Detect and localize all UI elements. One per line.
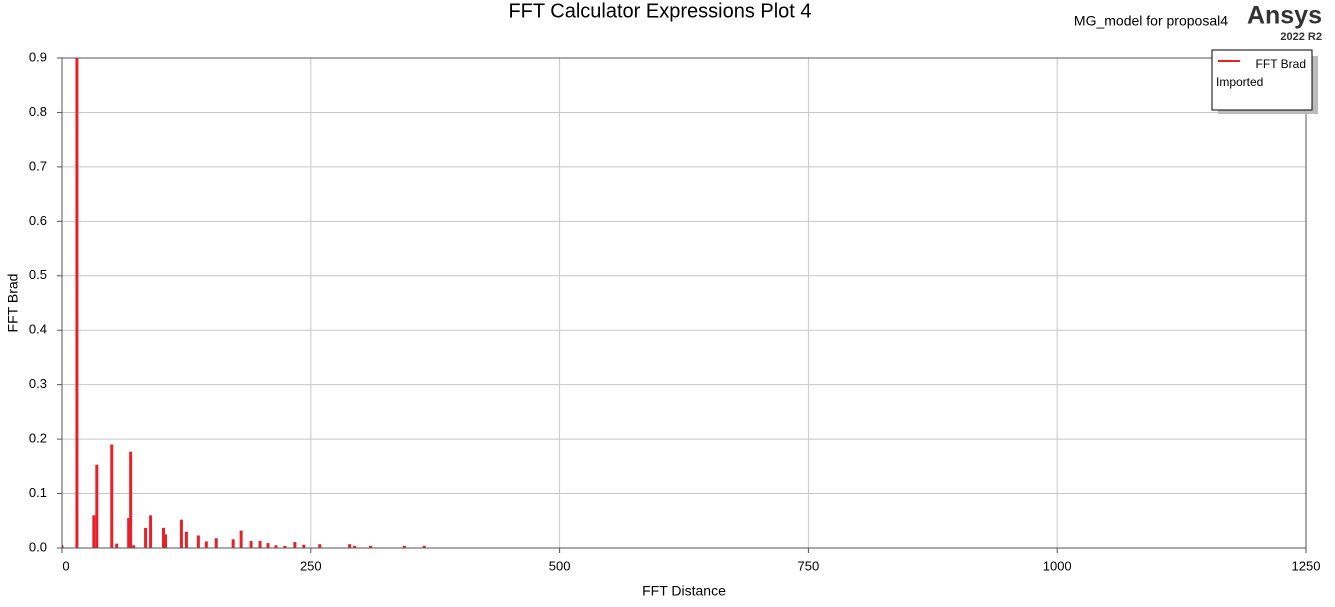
y-tick-label: 0.4 [29, 322, 47, 337]
bar [422, 545, 426, 548]
bar [214, 538, 218, 548]
chart-title: FFT Calculator Expressions Plot 4 [508, 0, 811, 22]
y-tick-label: 0.1 [29, 485, 47, 500]
bar [283, 545, 287, 548]
bar [62, 545, 64, 548]
y-tick-label: 0.6 [29, 213, 47, 228]
bar [144, 527, 148, 548]
x-tick-label: 1250 [1292, 558, 1321, 573]
bar [95, 464, 99, 548]
x-tick-label: 1000 [1043, 558, 1072, 573]
bar [274, 545, 278, 548]
brand: Ansys [1247, 2, 1322, 30]
bar [75, 58, 79, 548]
bar [348, 544, 352, 548]
bar [164, 534, 168, 548]
bar [162, 527, 166, 548]
bar [204, 541, 208, 548]
bar [184, 531, 188, 548]
bars [62, 58, 426, 548]
y-tick-label: 0.0 [29, 539, 47, 554]
bar [127, 518, 131, 548]
y-tick-label: 0.3 [29, 376, 47, 391]
plot-area [61, 57, 1307, 549]
bar [179, 519, 183, 548]
bar [239, 530, 243, 548]
bar [149, 515, 153, 548]
bar [110, 444, 114, 548]
bar [353, 545, 357, 548]
bar [231, 539, 235, 548]
x-tick-label: 0 [62, 558, 69, 573]
version: 2022 R2 [1280, 31, 1322, 43]
y-tick-label: 0.2 [29, 431, 47, 446]
bar [115, 543, 119, 548]
bar [293, 542, 297, 548]
x-tick-label: 500 [549, 558, 571, 573]
y-tick-label: 0.9 [29, 49, 47, 64]
bar [302, 544, 306, 548]
x-axis-label: FFT Distance [642, 583, 726, 599]
y-tick-label: 0.5 [29, 267, 47, 282]
plot-border [61, 57, 1307, 549]
bar [258, 540, 262, 548]
bar [369, 545, 373, 548]
bar [318, 544, 322, 548]
x-tick-label: 750 [798, 558, 820, 573]
x-tick-label: 250 [300, 558, 322, 573]
bar [92, 515, 96, 548]
bar [402, 545, 406, 548]
y-tick-label: 0.8 [29, 104, 47, 119]
bar [266, 543, 270, 548]
bar [132, 545, 136, 548]
y-tick-label: 0.7 [29, 158, 47, 173]
legend-label: FFT Brad [1256, 57, 1306, 71]
bar [249, 540, 253, 548]
chart-subtitle: MG_model for proposal4 [1074, 13, 1228, 29]
bar [129, 451, 133, 548]
bar [196, 535, 200, 548]
legend: FFT Brad Imported [1211, 49, 1318, 114]
y-axis-label: FFT Brad [5, 274, 21, 333]
legend-source: Imported [1216, 75, 1263, 89]
